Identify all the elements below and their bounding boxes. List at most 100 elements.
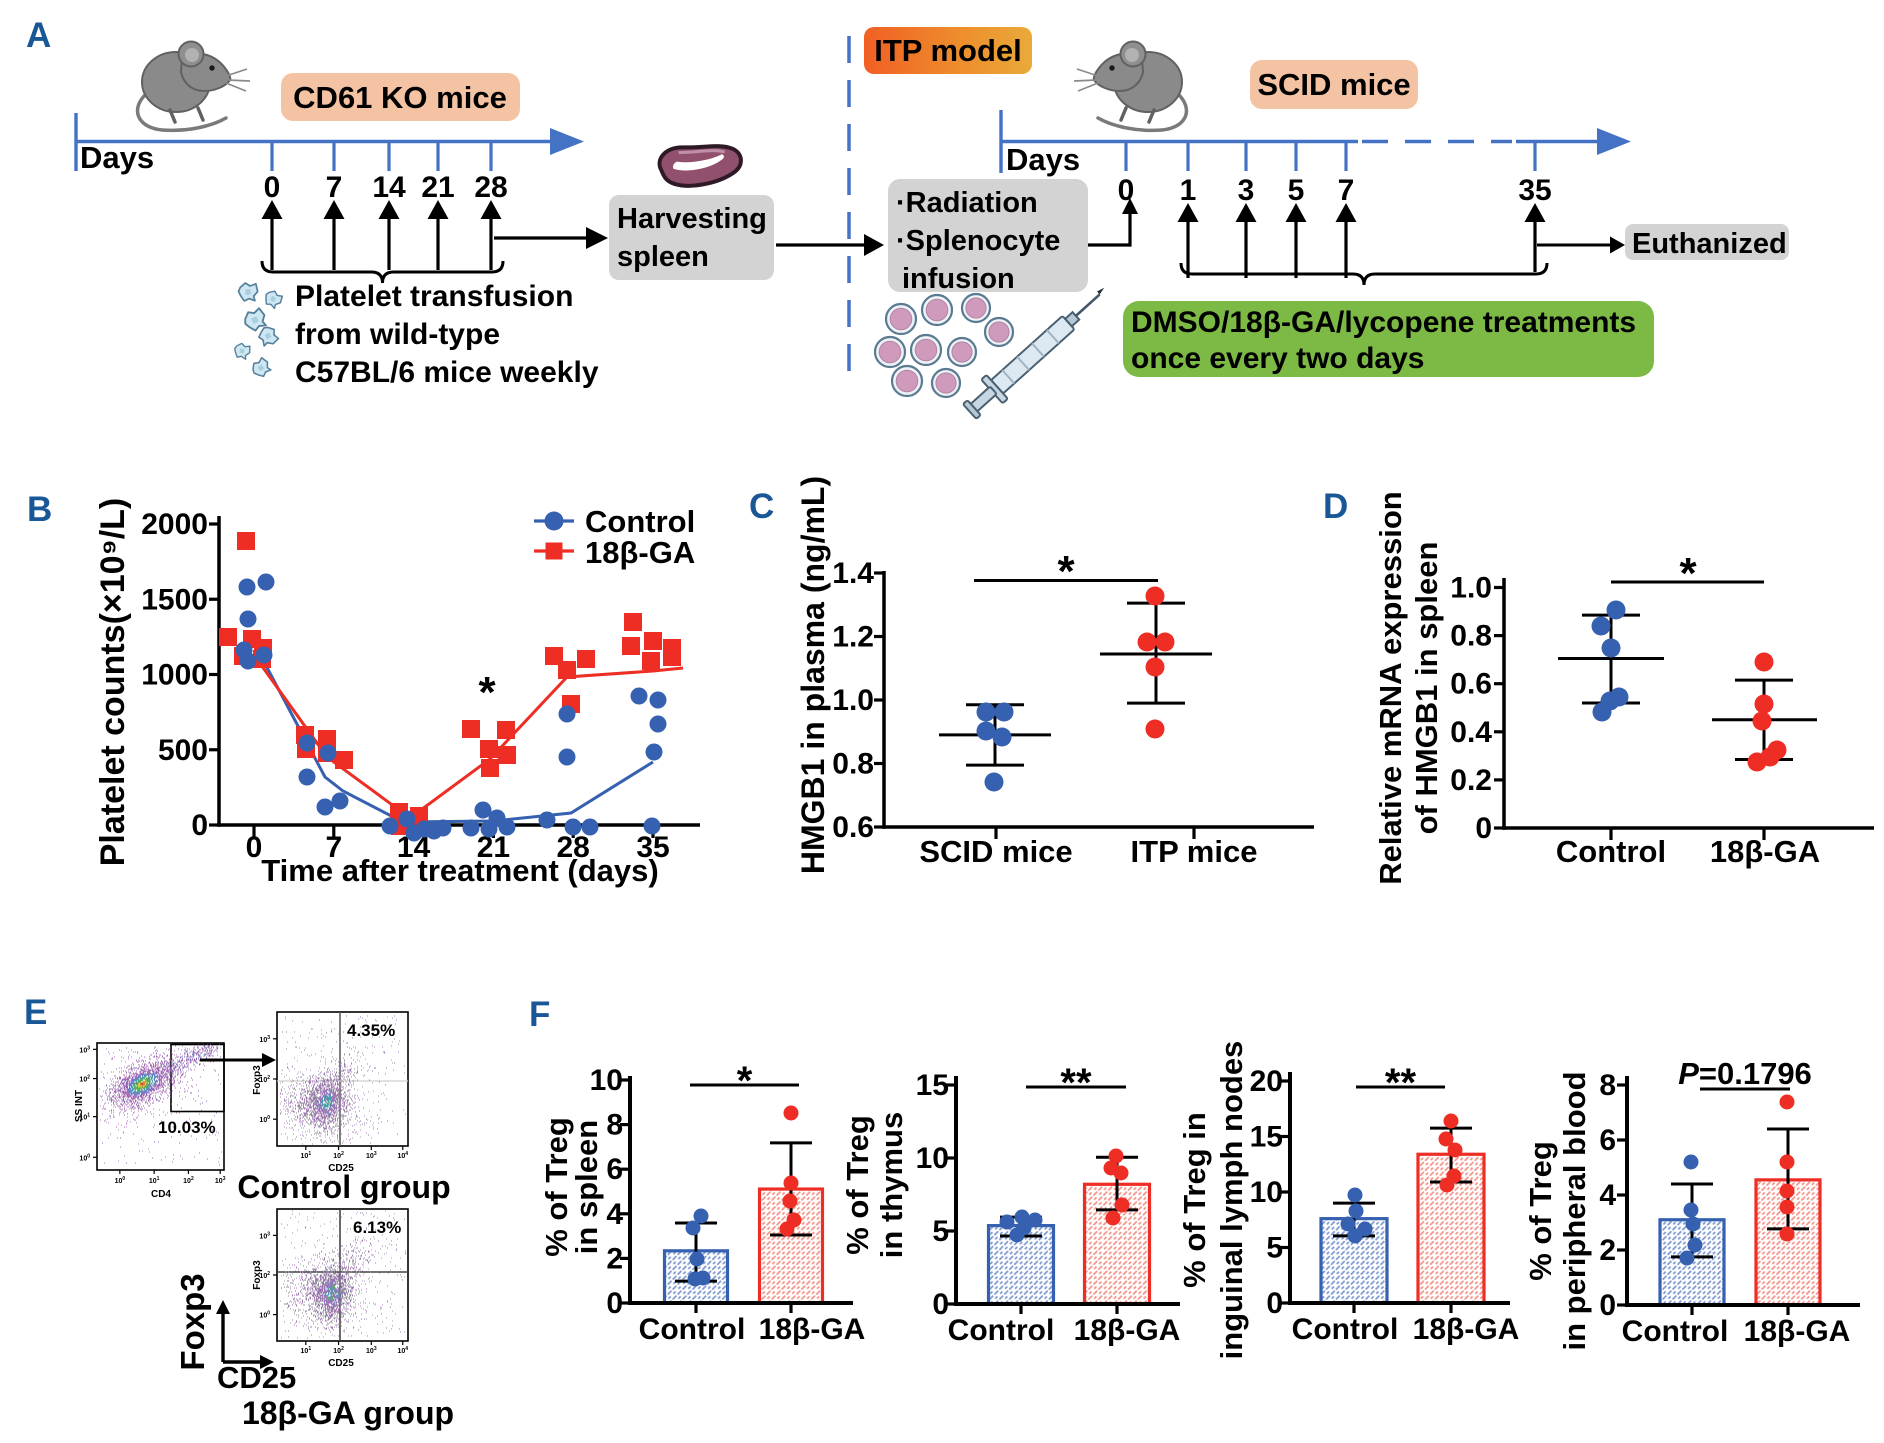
svg-text:21: 21 (477, 831, 510, 864)
svg-text:0: 0 (1475, 812, 1492, 845)
svg-text:101: 101 (149, 1176, 160, 1185)
svg-text:500: 500 (158, 734, 208, 767)
svg-text:Platelet counts(×10⁹/L): Platelet counts(×10⁹/L) (94, 498, 132, 867)
svg-text:100: 100 (115, 1176, 126, 1185)
svg-text:28: 28 (557, 831, 590, 864)
svg-text:0: 0 (264, 171, 281, 204)
svg-text:18β-GA: 18β-GA (1074, 1314, 1181, 1347)
svg-text:0: 0 (606, 1287, 623, 1320)
svg-text:102: 102 (79, 1075, 90, 1084)
svg-text:% of Treg in: % of Treg in (1177, 1112, 1212, 1288)
svg-text:once every two days: once every two days (1131, 342, 1424, 375)
svg-text:20: 20 (1250, 1065, 1283, 1098)
svg-text:10: 10 (1250, 1176, 1283, 1209)
svg-text:·Splenocyte: ·Splenocyte (896, 225, 1060, 257)
svg-text:18β-GA: 18β-GA (1413, 1313, 1520, 1346)
svg-text:28: 28 (474, 171, 507, 204)
svg-text:0.8: 0.8 (1450, 620, 1492, 653)
svg-text:102: 102 (333, 1346, 344, 1355)
svg-text:6: 6 (1599, 1124, 1616, 1157)
svg-text:in peripheral blood: in peripheral blood (1557, 1071, 1592, 1350)
svg-text:15: 15 (916, 1069, 949, 1102)
svg-text:100: 100 (259, 1311, 270, 1320)
svg-text:102: 102 (183, 1176, 194, 1185)
svg-text:5: 5 (1266, 1232, 1283, 1265)
svg-text:3: 3 (1238, 174, 1255, 207)
svg-text:7: 7 (326, 171, 343, 204)
svg-text:104: 104 (397, 1151, 408, 1160)
svg-text:CD25: CD25 (328, 1163, 354, 1174)
svg-text:101: 101 (301, 1151, 312, 1160)
svg-text:Time after treatment (days): Time after treatment (days) (261, 853, 658, 888)
svg-text:1.2: 1.2 (832, 621, 874, 654)
svg-text:infusion: infusion (902, 263, 1015, 295)
svg-text:% of Treg: % of Treg (1523, 1141, 1558, 1281)
svg-text:·Radiation: ·Radiation (896, 187, 1038, 219)
svg-text:Control: Control (1556, 834, 1666, 869)
svg-text:CD4: CD4 (151, 1189, 171, 1200)
svg-text:4: 4 (606, 1198, 623, 1231)
svg-text:Days: Days (1006, 142, 1080, 177)
svg-text:*: * (478, 668, 496, 717)
svg-text:Control: Control (948, 1314, 1055, 1347)
svg-text:18β-GA: 18β-GA (1744, 1315, 1851, 1348)
svg-text:P=0.1796: P=0.1796 (1678, 1056, 1812, 1091)
svg-text:15: 15 (1250, 1121, 1283, 1154)
svg-text:Control group: Control group (237, 1169, 450, 1205)
svg-text:35: 35 (636, 831, 669, 864)
svg-text:CD61 KO mice: CD61 KO mice (293, 80, 507, 115)
svg-text:Control: Control (1622, 1315, 1729, 1348)
svg-text:0.4: 0.4 (1450, 716, 1492, 749)
svg-text:101: 101 (79, 1113, 90, 1122)
svg-text:100: 100 (259, 1115, 270, 1124)
svg-text:ITP model: ITP model (874, 33, 1022, 68)
svg-text:6.13%: 6.13% (353, 1218, 401, 1237)
svg-text:Relative mRNA expression: Relative mRNA expression (1373, 491, 1408, 884)
svg-text:1500: 1500 (141, 583, 208, 616)
svg-text:CD25: CD25 (328, 1358, 354, 1369)
svg-text:*: * (1679, 549, 1697, 598)
svg-text:8: 8 (606, 1109, 623, 1142)
svg-text:102: 102 (333, 1151, 344, 1160)
svg-text:2: 2 (606, 1242, 623, 1275)
svg-text:SCID mice: SCID mice (919, 834, 1072, 869)
svg-text:4: 4 (1599, 1179, 1616, 1212)
svg-text:14: 14 (372, 171, 406, 204)
svg-text:5: 5 (1288, 174, 1305, 207)
svg-text:1000: 1000 (141, 659, 208, 692)
svg-text:inguinal lymph nodes: inguinal lymph nodes (1214, 1041, 1249, 1360)
svg-text:102: 102 (259, 1271, 270, 1280)
svg-text:Foxp3: Foxp3 (174, 1273, 211, 1370)
svg-text:DMSO/18β-GA/lycopene treatment: DMSO/18β-GA/lycopene treatments (1131, 306, 1636, 339)
svg-text:1: 1 (1180, 174, 1197, 207)
svg-text:**: ** (1385, 1061, 1417, 1105)
svg-text:CD25: CD25 (217, 1360, 296, 1395)
svg-text:8: 8 (1599, 1069, 1616, 1102)
svg-text:18β-GA group: 18β-GA group (242, 1395, 454, 1431)
svg-text:Control: Control (639, 1313, 746, 1346)
svg-text:A: A (26, 16, 51, 55)
svg-text:of HMGB1 in spleen: of HMGB1 in spleen (1409, 542, 1444, 835)
svg-text:101: 101 (301, 1346, 312, 1355)
svg-text:Days: Days (80, 140, 154, 175)
svg-text:F: F (529, 995, 550, 1034)
svg-text:5: 5 (932, 1215, 949, 1248)
svg-text:7: 7 (325, 831, 342, 864)
svg-text:103: 103 (259, 1231, 270, 1240)
svg-text:**: ** (1060, 1061, 1092, 1105)
svg-text:0.8: 0.8 (832, 748, 874, 781)
svg-text:103: 103 (366, 1346, 377, 1355)
svg-text:C: C (749, 487, 774, 526)
svg-text:2: 2 (1599, 1234, 1616, 1267)
svg-text:% of Treg: % of Treg (539, 1117, 574, 1257)
svg-text:0: 0 (1599, 1289, 1616, 1322)
svg-text:SS INT: SS INT (74, 1090, 85, 1122)
svg-text:1.4: 1.4 (832, 557, 874, 590)
svg-text:104: 104 (397, 1346, 408, 1355)
svg-text:C57BL/6 mice weekly: C57BL/6 mice weekly (295, 356, 599, 389)
svg-text:103: 103 (366, 1151, 377, 1160)
svg-text:HMGB1 in plasma (ng/mL): HMGB1 in plasma (ng/mL) (795, 476, 831, 874)
svg-text:spleen: spleen (617, 241, 709, 273)
svg-text:0.2: 0.2 (1450, 764, 1492, 797)
svg-text:SCID mice: SCID mice (1257, 67, 1410, 102)
